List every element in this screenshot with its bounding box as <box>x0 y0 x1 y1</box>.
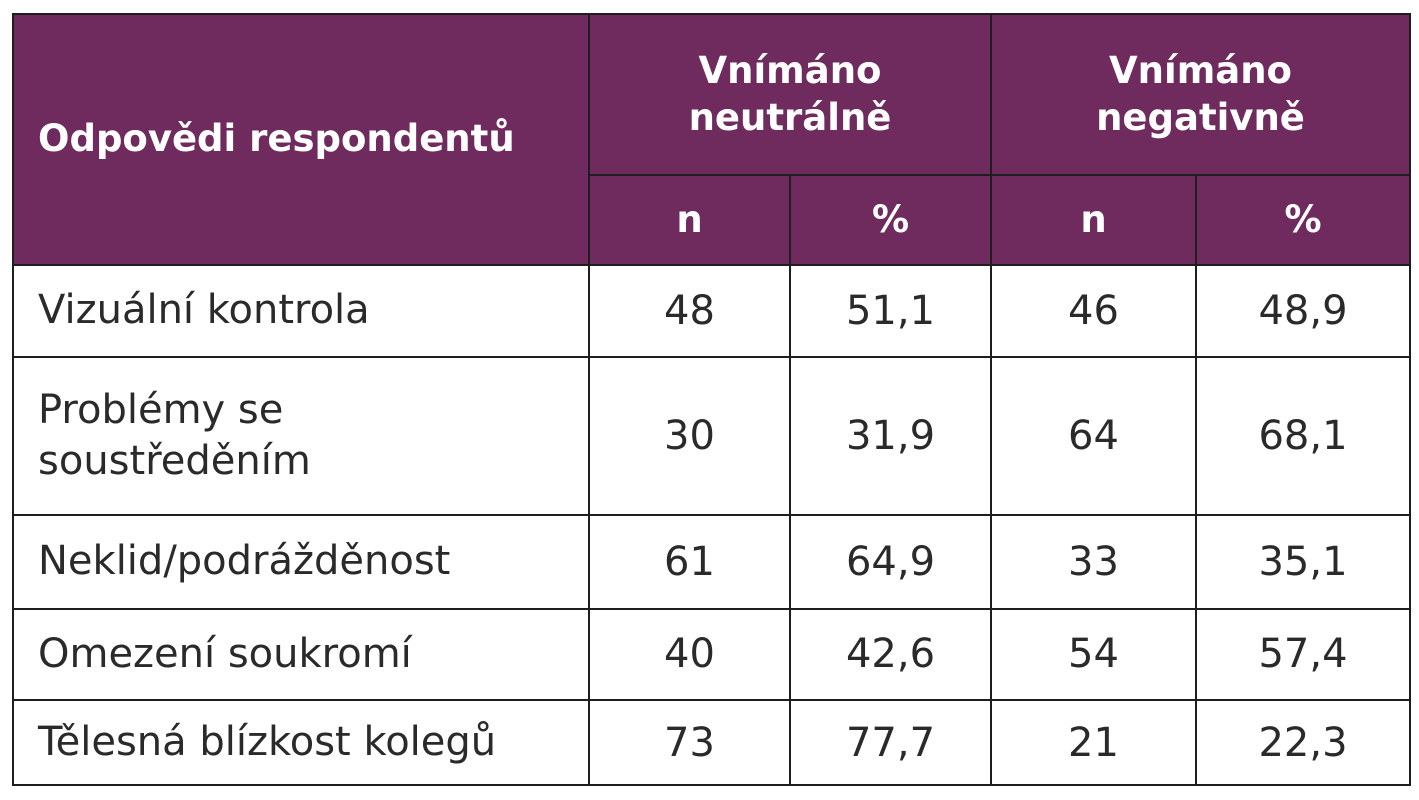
cell-neutral-pct: 51,1 <box>789 264 992 358</box>
cell-neutral-n: 30 <box>588 355 791 516</box>
cell-negative-n: 33 <box>990 513 1197 610</box>
cell-negative-n: 64 <box>990 355 1197 516</box>
cell-neutral-pct: 31,9 <box>789 355 992 516</box>
table-row: Neklid/podrážděnost 61 64,9 33 35,1 <box>12 513 1412 610</box>
cell-neutral-n: 73 <box>588 699 791 786</box>
cell-neutral-pct: 42,6 <box>789 607 992 702</box>
row-label: Problémy se soustředěním <box>12 355 590 516</box>
row-label: Neklid/podrážděnost <box>12 513 590 610</box>
cell-negative-pct: 22,3 <box>1194 699 1412 786</box>
header-neutral-group: Vnímáno neutrálně <box>588 13 992 176</box>
header-negative-pct: % <box>1194 174 1412 266</box>
header-neutral-n: n <box>588 174 791 266</box>
cell-negative-pct: 48,9 <box>1194 264 1412 358</box>
cell-negative-pct: 35,1 <box>1194 513 1412 610</box>
table-row: Problémy se soustředěním 30 31,9 64 68,1 <box>12 355 1412 516</box>
header-responses: Odpovědi respondentů <box>12 13 590 266</box>
cell-neutral-n: 40 <box>588 607 791 702</box>
header-neutral-pct: % <box>789 174 992 266</box>
results-table: Odpovědi respondentů Vnímáno neutrálně V… <box>12 13 1412 786</box>
table-row: Omezení soukromí 40 42,6 54 57,4 <box>12 607 1412 702</box>
cell-neutral-n: 61 <box>588 513 791 610</box>
cell-negative-n: 21 <box>990 699 1197 786</box>
cell-neutral-pct: 77,7 <box>789 699 992 786</box>
cell-negative-pct: 68,1 <box>1194 355 1412 516</box>
row-label: Vizuální kontrola <box>12 264 590 358</box>
cell-negative-n: 54 <box>990 607 1197 702</box>
cell-neutral-n: 48 <box>588 264 791 358</box>
header-negative-n: n <box>990 174 1197 266</box>
header-negative-group: Vnímáno negativně <box>989 13 1412 176</box>
cell-negative-n: 46 <box>990 264 1197 358</box>
cell-negative-pct: 57,4 <box>1194 607 1412 702</box>
table-row: Vizuální kontrola 48 51,1 46 48,9 <box>12 264 1412 358</box>
row-label: Tělesná blízkost kolegů <box>12 699 590 786</box>
table-row: Tělesná blízkost kolegů 73 77,7 21 22,3 <box>12 699 1412 786</box>
row-label: Omezení soukromí <box>12 607 590 702</box>
cell-neutral-pct: 64,9 <box>789 513 992 610</box>
